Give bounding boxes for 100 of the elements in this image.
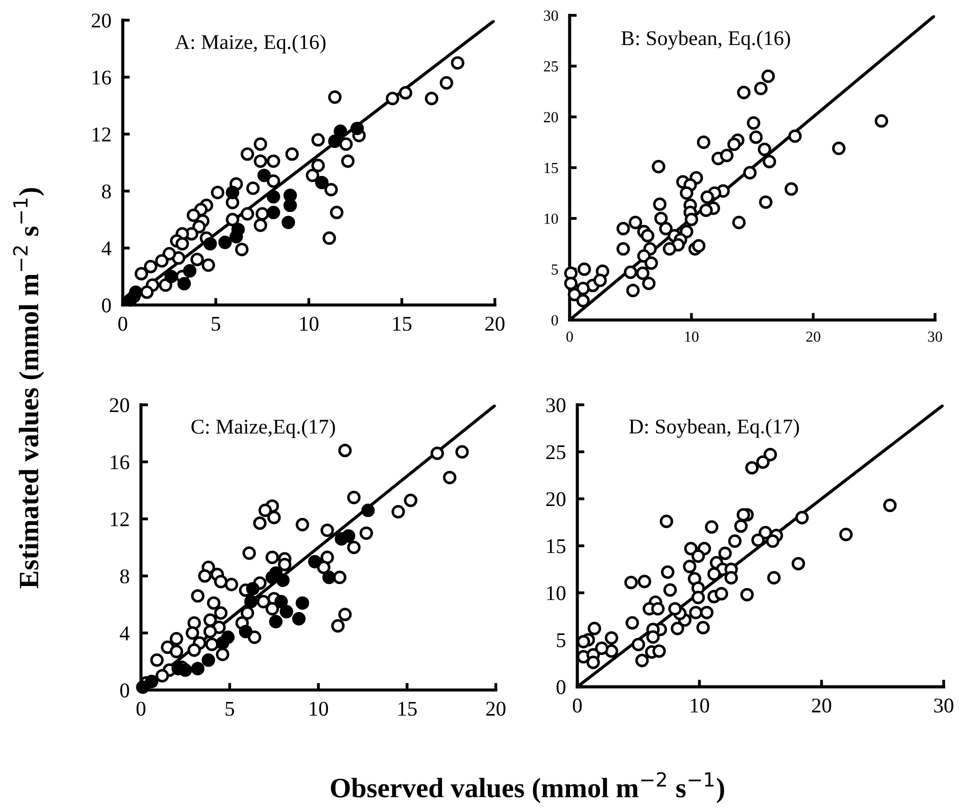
x-tick-label: 20 bbox=[812, 698, 832, 713]
point bbox=[315, 176, 329, 190]
point bbox=[203, 613, 217, 627]
point bbox=[266, 206, 280, 220]
point bbox=[440, 76, 454, 90]
y-tick-label: 25 bbox=[544, 61, 558, 72]
text: A: Maize, Eq.(16) bbox=[175, 34, 326, 54]
point bbox=[308, 554, 322, 568]
point bbox=[334, 532, 348, 546]
point bbox=[214, 606, 228, 620]
y-tick-label: 5 bbox=[552, 264, 558, 275]
x-tick-label: 15 bbox=[398, 702, 417, 716]
y-tick-label: 20 bbox=[546, 492, 566, 506]
point bbox=[328, 134, 342, 148]
point bbox=[266, 174, 280, 188]
point bbox=[276, 574, 290, 587]
point bbox=[347, 490, 361, 504]
point bbox=[339, 137, 353, 151]
point bbox=[283, 198, 297, 212]
point bbox=[285, 147, 299, 161]
point bbox=[404, 494, 418, 508]
point bbox=[186, 208, 200, 222]
y-tick-label: 4 bbox=[102, 242, 112, 256]
y-tick-label: 15 bbox=[547, 539, 566, 554]
point bbox=[282, 216, 296, 230]
point bbox=[292, 612, 306, 626]
point bbox=[341, 154, 355, 168]
point bbox=[455, 445, 469, 459]
point bbox=[244, 594, 258, 608]
point bbox=[218, 236, 232, 250]
point bbox=[254, 137, 268, 151]
point bbox=[320, 524, 334, 538]
point bbox=[226, 186, 240, 200]
point bbox=[254, 154, 268, 168]
point bbox=[280, 604, 294, 618]
text: C: Maize,Eq.(17) bbox=[192, 419, 335, 438]
point bbox=[246, 582, 260, 596]
y-tick-label: 4 bbox=[120, 626, 130, 640]
point bbox=[205, 638, 219, 652]
point bbox=[322, 231, 336, 245]
y-tick-label: 16 bbox=[110, 455, 130, 470]
point bbox=[266, 190, 280, 204]
point bbox=[144, 260, 158, 274]
point bbox=[350, 122, 364, 136]
x-tick-label: 30 bbox=[934, 698, 954, 713]
x-tick-label: 15 bbox=[393, 316, 412, 331]
point bbox=[338, 444, 352, 458]
point bbox=[203, 624, 217, 638]
y-tick-label: 20 bbox=[110, 398, 130, 412]
text: B: Soybean, Eq.(16) bbox=[621, 30, 790, 50]
point bbox=[278, 558, 292, 572]
y-tick-label: 10 bbox=[544, 214, 558, 224]
point bbox=[176, 237, 190, 250]
x-tick-label: 0 bbox=[572, 698, 582, 713]
point bbox=[442, 470, 456, 484]
point bbox=[269, 614, 283, 628]
point bbox=[424, 92, 438, 106]
point bbox=[328, 90, 342, 104]
y-tick-label: 10 bbox=[547, 586, 566, 600]
point bbox=[226, 212, 240, 226]
point bbox=[386, 92, 400, 106]
point bbox=[202, 653, 216, 667]
y-tick-label: 30 bbox=[546, 398, 566, 412]
point bbox=[216, 648, 230, 662]
point bbox=[224, 578, 238, 592]
point bbox=[198, 569, 212, 583]
x-tick-label: 10 bbox=[300, 316, 318, 331]
point bbox=[240, 147, 254, 161]
point bbox=[192, 220, 206, 234]
y-tick-label: 25 bbox=[546, 445, 566, 460]
point bbox=[156, 669, 169, 682]
point bbox=[210, 186, 224, 200]
point bbox=[231, 222, 245, 236]
point bbox=[256, 207, 270, 221]
y-tick-label: 0 bbox=[120, 683, 130, 698]
y-tick-label: 16 bbox=[92, 70, 112, 85]
point bbox=[267, 510, 281, 524]
y-tick-label: 5 bbox=[557, 633, 566, 648]
x-tick-label: 20 bbox=[485, 316, 504, 331]
point bbox=[216, 636, 230, 650]
x-tick-label: 10 bbox=[690, 698, 710, 713]
point bbox=[238, 624, 252, 638]
point bbox=[164, 270, 178, 284]
point bbox=[320, 550, 334, 564]
x-tick-label: 0 bbox=[136, 702, 146, 716]
point bbox=[257, 168, 271, 182]
point bbox=[332, 570, 346, 584]
point bbox=[398, 86, 412, 100]
point bbox=[235, 242, 249, 256]
x-tick-label: 5 bbox=[212, 316, 220, 331]
point bbox=[240, 606, 254, 620]
point bbox=[361, 504, 375, 518]
point bbox=[258, 504, 272, 518]
x-tick-label: 20 bbox=[486, 702, 506, 716]
point bbox=[430, 446, 444, 460]
y-tick-label: 0 bbox=[102, 298, 111, 312]
point bbox=[187, 643, 201, 657]
y-tick-label: 15 bbox=[544, 162, 558, 174]
point bbox=[324, 182, 338, 196]
point bbox=[360, 526, 374, 540]
